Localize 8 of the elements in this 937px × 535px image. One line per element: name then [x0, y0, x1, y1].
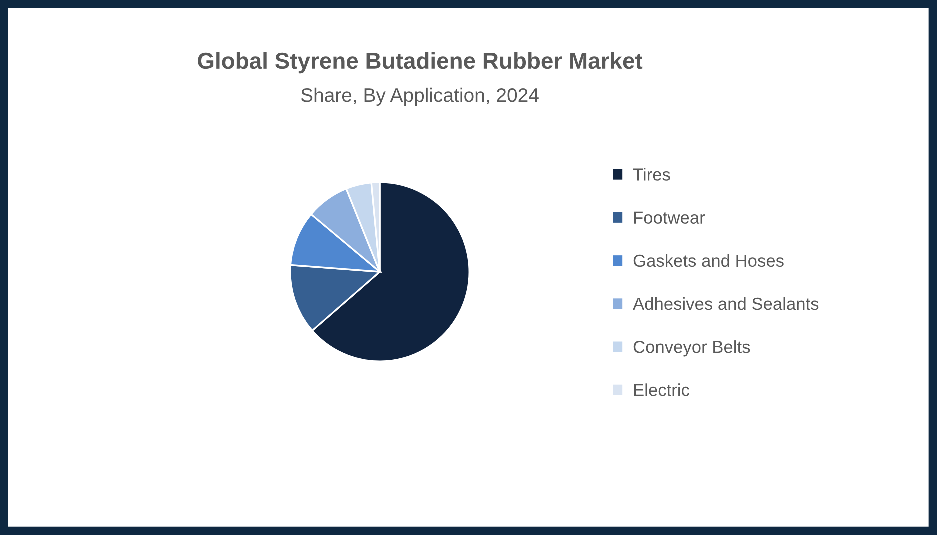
legend-label: Conveyor Belts [634, 340, 750, 357]
legend-label: Footwear [634, 212, 706, 224]
legend-label: Tires [633, 168, 670, 181]
legend-label: Adhesives and Sealants [633, 297, 819, 310]
legend-label: Gaskets and Hoses [634, 254, 784, 268]
legend-label: Electric [634, 384, 690, 396]
chart-title: Global Styrene Butadiene Rubber Market [198, 52, 643, 74]
chart-subtitle: Share, By Application, 2024 [301, 88, 539, 106]
